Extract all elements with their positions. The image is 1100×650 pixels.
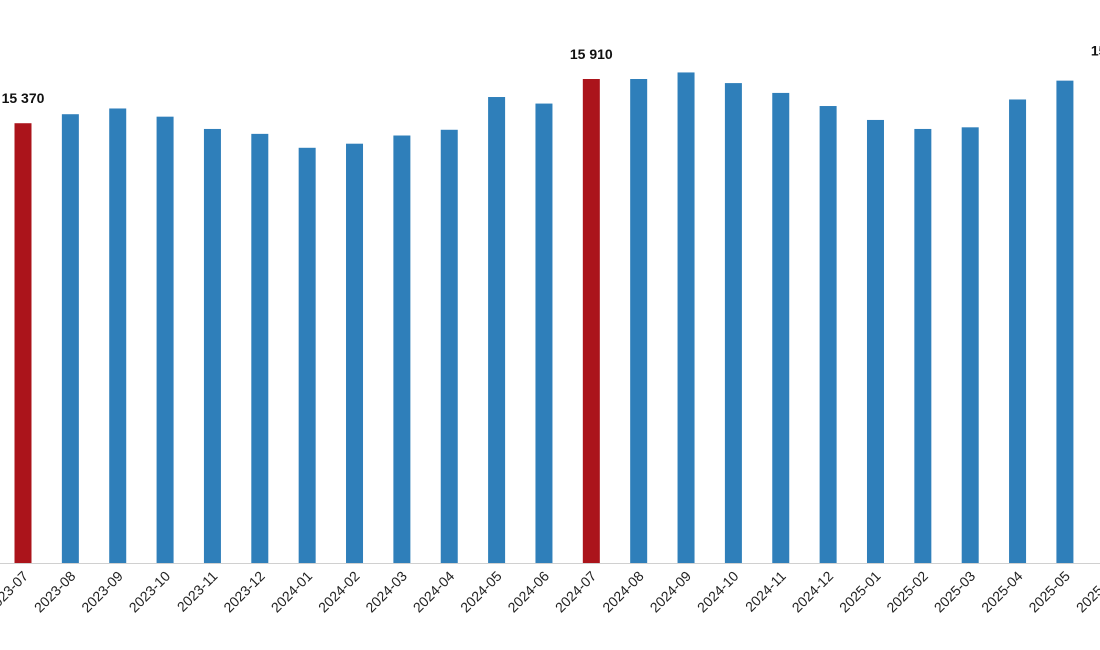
bar-2024-12 bbox=[819, 106, 837, 563]
bar-2023-07 bbox=[14, 123, 32, 563]
x-tick-label: 2024-04 bbox=[410, 568, 458, 616]
x-tick-label: 2024-06 bbox=[504, 568, 552, 616]
bar-2024-05 bbox=[488, 97, 506, 564]
x-tick-label: 2023-12 bbox=[220, 568, 268, 616]
bar-2023-10 bbox=[156, 116, 174, 563]
x-tick-label: 2025-04 bbox=[978, 568, 1026, 616]
x-tick-label: 2023-08 bbox=[31, 568, 79, 616]
x-tick-label: 2024-08 bbox=[599, 568, 647, 616]
bar-2024-01 bbox=[298, 147, 316, 564]
x-tick-label: 2025-02 bbox=[883, 568, 931, 616]
data-label-2023-07: 15 370 bbox=[2, 90, 45, 106]
bar-2024-08 bbox=[630, 79, 648, 563]
bar-2025-01 bbox=[866, 119, 884, 564]
bar-2024-11 bbox=[772, 92, 790, 563]
x-tick-label: 2025-03 bbox=[931, 568, 979, 616]
x-tick-label: 2024-10 bbox=[694, 568, 742, 616]
bar-2025-02 bbox=[914, 128, 932, 564]
x-tick-label: 2023-07 bbox=[0, 568, 31, 616]
x-tick-label: 2024-09 bbox=[647, 568, 695, 616]
x-tick-label: 2024-01 bbox=[268, 568, 316, 616]
bar-2025-03 bbox=[961, 127, 979, 563]
x-tick-label: 2025-01 bbox=[836, 568, 884, 616]
bar-2023-12 bbox=[251, 133, 269, 564]
x-tick-label: 2024-03 bbox=[362, 568, 410, 616]
data-label-2025-06: 15 950 bbox=[1091, 43, 1100, 59]
x-tick-label: 2024-11 bbox=[742, 568, 789, 615]
bar-2024-09 bbox=[677, 72, 695, 563]
x-tick-label: 2023-09 bbox=[78, 568, 126, 616]
bar-2024-10 bbox=[724, 83, 742, 563]
bar-2023-09 bbox=[109, 108, 127, 563]
bar-2023-08 bbox=[61, 114, 79, 563]
x-tick-label: 2024-12 bbox=[789, 568, 837, 616]
x-tick-label: 2024-07 bbox=[552, 568, 600, 616]
data-label-2024-07: 15 910 bbox=[570, 46, 613, 62]
bar-2024-07 bbox=[582, 79, 600, 563]
x-tick-label: 2023-11 bbox=[174, 568, 221, 615]
bar-2025-05 bbox=[1056, 80, 1074, 563]
x-tick-label: 2024-02 bbox=[315, 568, 363, 616]
bar-2024-02 bbox=[346, 143, 364, 563]
bar-2024-03 bbox=[393, 135, 411, 563]
x-tick-label: 2025-06 bbox=[1073, 568, 1100, 616]
x-tick-label: 2024-05 bbox=[457, 568, 505, 616]
x-tick-label: 2023-10 bbox=[126, 568, 174, 616]
bar-2025-04 bbox=[1009, 99, 1027, 564]
x-tick-label: 2025-05 bbox=[1025, 568, 1073, 616]
bar-2024-04 bbox=[440, 129, 458, 563]
bar-2023-11 bbox=[203, 128, 221, 564]
bar-2024-06 bbox=[535, 103, 553, 563]
